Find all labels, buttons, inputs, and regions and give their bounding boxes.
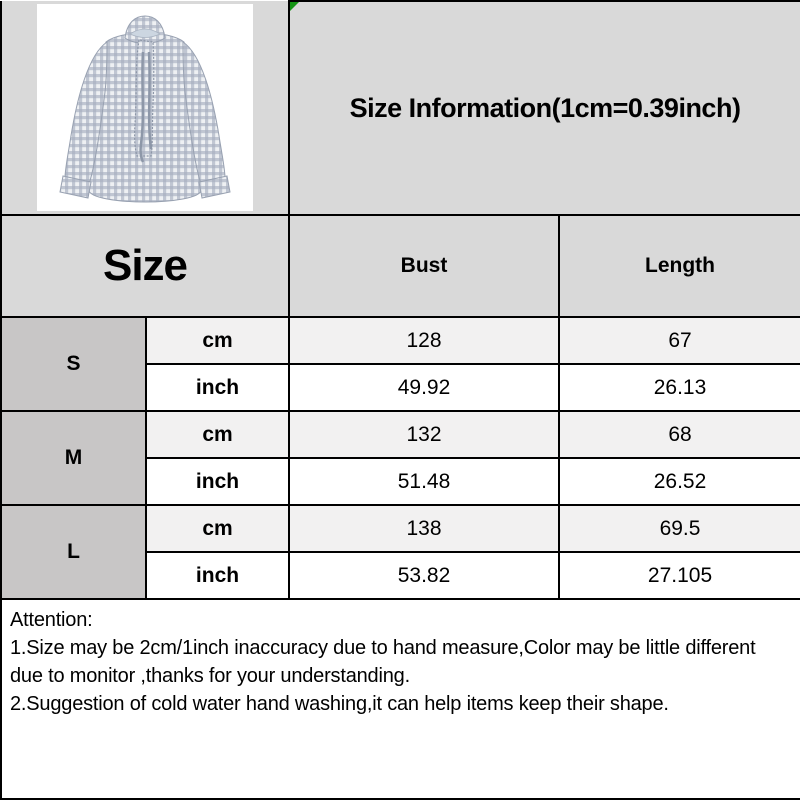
unit-label-cm: cm [145,410,290,459]
table-row: M cm 132 68 [0,410,800,506]
bust-value: 132 [288,410,560,459]
bust-value: 51.48 [288,457,560,506]
bust-value: 53.82 [288,551,560,600]
table-header-row: Size Bust Length [0,214,800,318]
product-photo-cell [0,1,290,216]
unit-label-cm: cm [145,316,290,365]
unit-label-inch: inch [145,457,290,506]
attention-row: Attention: 1.Size may be 2cm/1inch inacc… [0,598,800,800]
product-photo [37,4,253,211]
size-header-cell: Size [0,214,290,318]
length-value: 67 [557,316,800,365]
size-label-m: M [0,410,147,506]
bust-value: 49.92 [288,363,560,412]
length-value: 26.52 [557,457,800,506]
unit-label-cm: cm [145,504,290,553]
length-value: 27.105 [557,551,800,600]
size-label-l: L [0,504,147,600]
table-row: inch 51.48 26.52 [1,457,800,506]
attention-note-1: 1.Size may be 2cm/1inch inaccuracy due t… [10,637,756,687]
unit-label-inch: inch [145,551,290,600]
green-triangle-marker [291,3,299,11]
attention-heading: Attention: [10,609,93,631]
unit-label-inch: inch [145,363,290,412]
length-value: 69.5 [557,504,800,553]
bust-value: 128 [288,316,560,365]
table-row: L cm 138 69.5 [0,504,800,600]
plaid-shirt-image [59,15,231,203]
title-cell: Size Information(1cm=0.39inch) [287,0,800,216]
table-row: inch 53.82 27.105 [1,551,800,600]
table-row: S cm 128 67 [0,316,800,412]
attention-section: Attention: 1.Size may be 2cm/1inch inacc… [0,598,800,800]
bust-header-cell: Bust [288,214,560,318]
length-value: 26.13 [557,363,800,412]
page-title: Size Information(1cm=0.39inch) [349,92,741,123]
attention-note-2: 2.Suggestion of cold water hand washing,… [10,693,669,715]
size-label-s: S [0,316,147,412]
length-value: 68 [557,410,800,459]
length-header-cell: Length [557,214,800,318]
bust-value: 138 [288,504,560,553]
top-section: Size Information(1cm=0.39inch) [0,0,800,216]
table-row: inch 49.92 26.13 [1,363,800,412]
